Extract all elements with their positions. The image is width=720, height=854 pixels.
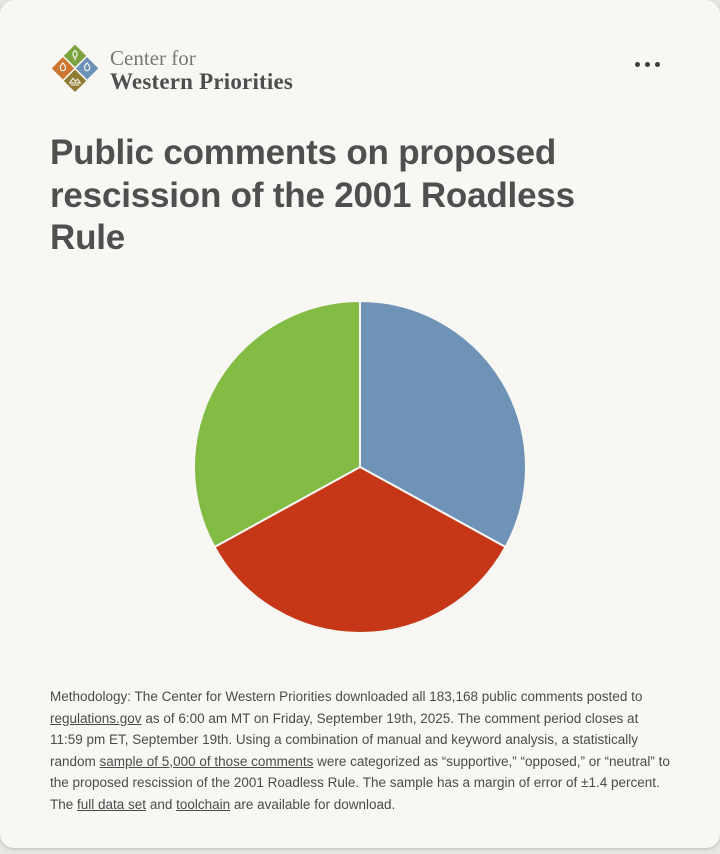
- pie-slice-blue[interactable]: [359, 300, 528, 549]
- ellipsis-menu-button[interactable]: [633, 56, 662, 73]
- methodology-link[interactable]: toolchain: [176, 796, 231, 812]
- pie-chart: [192, 300, 528, 635]
- ellipsis-dot: [655, 62, 660, 67]
- page-title: Public comments on proposed rescission o…: [50, 133, 575, 258]
- logo-water-icon: [75, 57, 99, 80]
- methodology-link[interactable]: regulations.gov: [50, 710, 142, 726]
- methodology-span: were categorized as “supportive,” “oppos…: [50, 753, 670, 812]
- methodology-span: and: [146, 796, 177, 812]
- pie-chart-container: [0, 298, 720, 636]
- methodology-link[interactable]: full data set: [77, 796, 147, 812]
- ellipsis-dot: [635, 62, 640, 67]
- header: Center for Western Priorities: [0, 0, 720, 98]
- cwp-logo: Center for Western Priorities: [50, 42, 293, 98]
- ellipsis-dot: [645, 62, 650, 67]
- methodology-span: are available for download.: [230, 796, 396, 812]
- logo-line2: Western Priorities: [110, 69, 294, 95]
- methodology-text: Methodology: The Center for Western Prio…: [50, 686, 674, 815]
- pie-slice-green[interactable]: [192, 300, 361, 549]
- methodology-span: as of 6:00 am MT on Friday, September 19…: [50, 710, 639, 769]
- cwp-logo-mark-icon: [51, 44, 99, 93]
- cwp-logo-text: Center for Western Priorities: [110, 45, 293, 94]
- methodology-link[interactable]: sample of 5,000 of those comments: [99, 753, 314, 769]
- pie-slice-red[interactable]: [213, 466, 507, 635]
- logo-line1: Center for: [110, 46, 196, 71]
- methodology-span: Methodology: The Center for Western Prio…: [50, 689, 643, 705]
